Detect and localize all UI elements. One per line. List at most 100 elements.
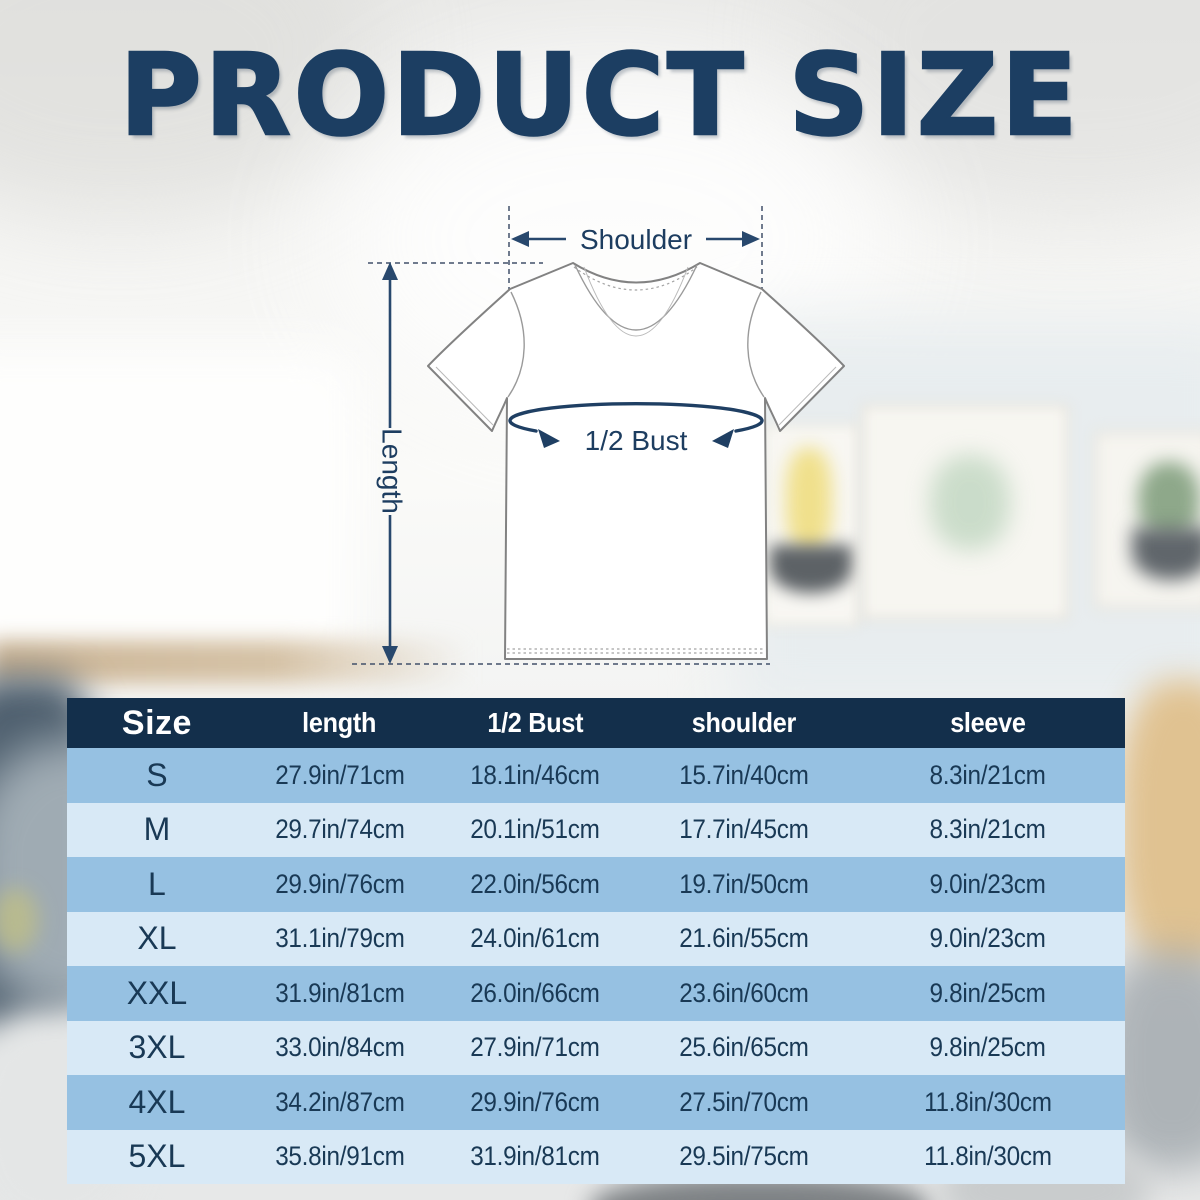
size-row-xl: XL 31.1in/79cm 24.0in/61cm 21.6in/55cm 9… (67, 911, 1125, 967)
value-text: 27.5in/70cm (679, 1086, 809, 1117)
column-header-bust: 1/2 Bust (432, 698, 638, 748)
value-cell: 35.8in/91cm (247, 1130, 432, 1185)
size-cell: XL (137, 920, 177, 957)
value-text: 35.8in/91cm (274, 1141, 405, 1172)
value-text: 34.2in/87cm (274, 1086, 405, 1117)
size-cell: 5XL (128, 1138, 186, 1175)
value-cell: 11.8in/30cm (850, 1130, 1125, 1185)
column-header-sleeve-text: sleeve (949, 707, 1026, 738)
value-cell: 19.7in/50cm (638, 857, 850, 912)
value-text: 29.5in/75cm (679, 1141, 809, 1172)
value-text: 19.7in/50cm (679, 868, 809, 899)
value-text: 31.9in/81cm (470, 1141, 600, 1172)
value-text: 11.8in/30cm (923, 1141, 1052, 1172)
column-header-shoulder: shoulder (638, 698, 850, 748)
value-text: 29.9in/76cm (470, 1086, 600, 1117)
size-row-xxl: XXL 31.9in/81cm 26.0in/66cm 23.6in/60cm … (67, 966, 1125, 1021)
column-header-size: Size (121, 703, 192, 742)
value-text: 29.9in/76cm (274, 868, 405, 899)
value-cell: 25.6in/65cm (638, 1021, 850, 1076)
value-text: 22.0in/56cm (470, 868, 600, 899)
value-cell: 24.0in/61cm (432, 912, 638, 967)
value-cell: 9.8in/25cm (850, 966, 1125, 1021)
value-text: 9.0in/23cm (929, 868, 1046, 899)
value-cell: 9.8in/25cm (850, 1021, 1125, 1076)
size-cell: M (143, 811, 171, 848)
size-row-m: M 29.7in/74cm 20.1in/51cm 17.7in/45cm 8.… (67, 802, 1125, 858)
value-cell: 9.0in/23cm (850, 912, 1125, 967)
value-cell: 9.0in/23cm (850, 857, 1125, 912)
value-cell: 21.6in/55cm (638, 912, 850, 967)
value-text: 23.6in/60cm (679, 977, 809, 1008)
size-cell: L (148, 865, 166, 902)
size-row-3xl: 3XL 33.0in/84cm 27.9in/71cm 25.6in/65cm … (67, 1020, 1125, 1076)
value-cell: 11.8in/30cm (850, 1075, 1125, 1130)
bg-yellow-accent (0, 888, 38, 952)
bg-wood-rail (0, 640, 470, 684)
value-cell: 8.3in/21cm (850, 748, 1125, 803)
column-header-bust-text: 1/2 Bust (487, 707, 584, 738)
value-cell: 29.9in/76cm (247, 857, 432, 912)
value-text: 31.9in/81cm (274, 977, 405, 1008)
column-header-length: length (247, 698, 432, 748)
bg-frame-1-pot (770, 545, 852, 593)
column-header-length-text: length (302, 707, 377, 738)
value-cell: 22.0in/56cm (432, 857, 638, 912)
value-cell: 27.9in/71cm (432, 1021, 638, 1076)
value-cell: 8.3in/21cm (850, 803, 1125, 858)
size-row-4xl: 4XL 34.2in/87cm 29.9in/76cm 27.5in/70cm … (67, 1075, 1125, 1130)
value-cell: 31.1in/79cm (247, 912, 432, 967)
value-text: 27.9in/71cm (470, 1032, 600, 1063)
value-cell: 23.6in/60cm (638, 966, 850, 1021)
size-table-header-row: Size length 1/2 Bust shoulder sleeve (67, 698, 1125, 748)
size-cell: 4XL (128, 1083, 186, 1120)
bg-tan-furniture (1118, 680, 1200, 970)
column-header-shoulder-text: shoulder (691, 707, 797, 738)
value-text: 8.3in/21cm (929, 759, 1046, 790)
value-text: 29.7in/74cm (274, 814, 405, 845)
value-cell: 15.7in/40cm (638, 748, 850, 803)
value-text: 9.0in/23cm (929, 923, 1046, 954)
bg-frame-2-plant (930, 455, 1010, 550)
value-text: 27.9in/71cm (274, 759, 405, 790)
value-text: 21.6in/55cm (679, 923, 809, 954)
value-text: 17.7in/45cm (679, 814, 809, 845)
value-cell: 27.5in/70cm (638, 1075, 850, 1130)
value-text: 11.8in/30cm (923, 1086, 1052, 1117)
value-cell: 17.7in/45cm (638, 803, 850, 858)
value-text: 15.7in/40cm (679, 759, 809, 790)
size-table: Size length 1/2 Bust shoulder sleeve S 2… (67, 698, 1125, 1184)
size-cell: 3XL (128, 1029, 186, 1066)
bg-window-wall (0, 350, 360, 680)
value-cell: 34.2in/87cm (247, 1075, 432, 1130)
size-cell: XXL (126, 974, 188, 1011)
value-text: 25.6in/65cm (679, 1032, 809, 1063)
page-title: PRODUCT SIZE (118, 31, 1081, 161)
value-text: 24.0in/61cm (470, 923, 600, 954)
size-row-s: S 27.9in/71cm 18.1in/46cm 15.7in/40cm 8.… (67, 748, 1125, 803)
value-cell: 31.9in/81cm (432, 1130, 638, 1185)
value-cell: 26.0in/66cm (432, 966, 638, 1021)
value-cell: 18.1in/46cm (432, 748, 638, 803)
value-text: 20.1in/51cm (470, 814, 600, 845)
size-row-l: L 29.9in/76cm 22.0in/56cm 19.7in/50cm 9.… (67, 857, 1125, 912)
value-text: 9.8in/25cm (929, 1032, 1046, 1063)
bg-frame-1-plant (786, 448, 832, 553)
bg-frame-3-plant (1138, 462, 1200, 540)
value-cell: 29.7in/74cm (247, 803, 432, 858)
column-header-sleeve: sleeve (850, 698, 1125, 748)
bg-frame-3-pot (1132, 528, 1200, 580)
value-cell: 29.5in/75cm (638, 1130, 850, 1185)
value-text: 31.1in/79cm (274, 923, 405, 954)
value-text: 8.3in/21cm (929, 814, 1046, 845)
value-cell: 31.9in/81cm (247, 966, 432, 1021)
value-text: 33.0in/84cm (274, 1032, 405, 1063)
value-text: 18.1in/46cm (470, 759, 600, 790)
value-cell: 27.9in/71cm (247, 748, 432, 803)
value-cell: 20.1in/51cm (432, 803, 638, 858)
value-text: 9.8in/25cm (929, 977, 1046, 1008)
size-row-5xl: 5XL 35.8in/91cm 31.9in/81cm 29.5in/75cm … (67, 1129, 1125, 1185)
value-cell: 29.9in/76cm (432, 1075, 638, 1130)
value-cell: 33.0in/84cm (247, 1021, 432, 1076)
